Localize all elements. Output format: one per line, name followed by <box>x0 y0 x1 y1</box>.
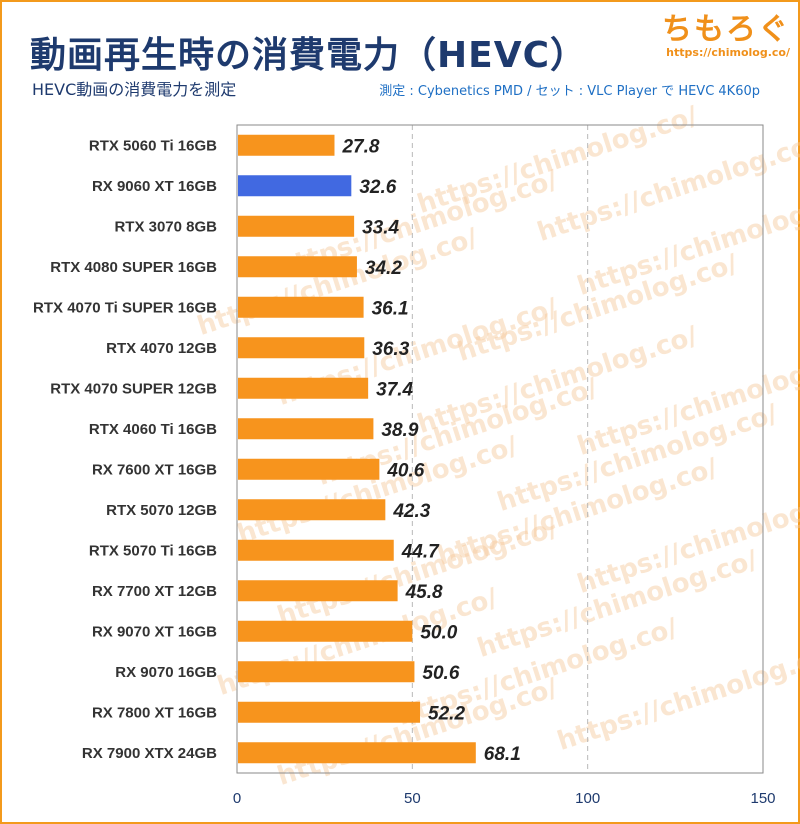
value-label: 37.4 <box>376 379 413 400</box>
category-label: RTX 5060 Ti 16GB <box>89 137 217 154</box>
category-label: RTX 3070 8GB <box>114 218 217 235</box>
category-label: RX 9070 16GB <box>115 664 217 681</box>
category-label: RTX 4080 SUPER 16GB <box>50 259 217 276</box>
x-tick-label: 100 <box>575 790 600 807</box>
value-label: 36.1 <box>372 298 409 319</box>
bar <box>238 296 364 318</box>
measurement-note: 測定 : Cybenetics PMD / セット : VLC Player で… <box>379 84 760 99</box>
category-label: RTX 4060 Ti 16GB <box>89 421 217 438</box>
bar <box>238 539 394 561</box>
category-label: RTX 4070 SUPER 12GB <box>50 380 217 397</box>
bar <box>238 337 365 359</box>
category-label: RX 7800 XT 16GB <box>92 704 217 721</box>
value-label: 42.3 <box>392 501 430 522</box>
value-label: 50.6 <box>422 663 459 684</box>
category-label: RX 7700 XT 12GB <box>92 583 217 600</box>
logo-url: https://chimolog.co/ <box>666 46 790 59</box>
x-tick-label: 50 <box>404 790 421 807</box>
bar <box>238 215 355 237</box>
watermark-text: https://chimolog.co/ <box>274 673 562 792</box>
category-label: RTX 4070 12GB <box>106 340 217 357</box>
value-label: 68.1 <box>484 744 521 765</box>
plot-border <box>236 124 764 774</box>
chart-subtitle: HEVC動画の消費電力を測定 <box>32 80 237 99</box>
value-label: 34.2 <box>365 258 402 279</box>
bar-highlighted <box>238 175 352 197</box>
bar <box>238 499 386 521</box>
bar <box>238 418 374 440</box>
logo-text: ちもろぐ <box>662 12 790 47</box>
category-label: RTX 4070 Ti SUPER 16GB <box>33 299 217 316</box>
value-label: 36.3 <box>372 339 409 360</box>
bar <box>238 458 380 480</box>
watermark-layer: https://chimolog.co/https://chimolog.co/… <box>194 101 800 792</box>
value-label: 33.4 <box>362 217 399 238</box>
value-label: 27.8 <box>341 136 379 157</box>
bar <box>238 701 421 723</box>
bar <box>238 580 398 602</box>
value-label: 52.2 <box>428 703 465 724</box>
x-tick-label: 150 <box>750 790 775 807</box>
value-label: 50.0 <box>420 622 457 643</box>
value-label: 44.7 <box>401 541 440 562</box>
category-label: RTX 5070 12GB <box>106 502 217 519</box>
category-label: RX 7600 XT 16GB <box>92 461 217 478</box>
bar <box>238 661 415 683</box>
value-label: 40.6 <box>386 460 424 481</box>
x-tick-label: 0 <box>233 790 241 807</box>
bar <box>238 134 335 156</box>
site-logo[interactable]: ちもろぐ https://chimolog.co/ <box>662 4 790 59</box>
category-label: RX 9060 XT 16GB <box>92 178 217 195</box>
value-label: 32.6 <box>359 177 396 198</box>
bar <box>238 256 357 278</box>
bar <box>238 742 476 764</box>
value-label: 38.9 <box>381 420 418 441</box>
category-label: RX 7900 XTX 24GB <box>82 745 217 762</box>
bar <box>238 377 369 399</box>
value-label: 45.8 <box>405 582 443 603</box>
category-label: RX 9070 XT 16GB <box>92 623 217 640</box>
category-label: RTX 5070 Ti 16GB <box>89 542 217 559</box>
chart-title: 動画再生時の消費電力（HEVC） <box>30 35 588 76</box>
bar <box>238 620 413 642</box>
